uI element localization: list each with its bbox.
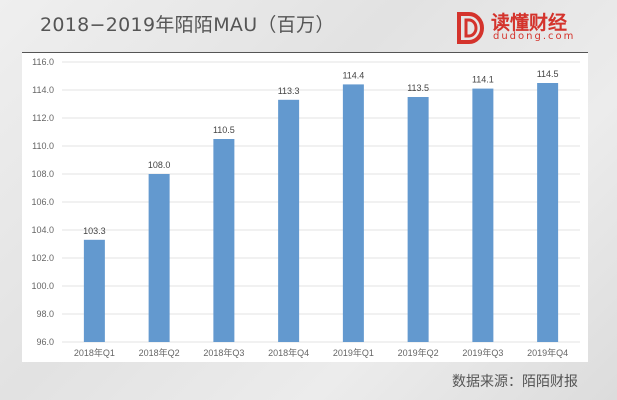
y-tick-label: 96.0 xyxy=(36,337,54,347)
y-tick-label: 108.0 xyxy=(31,169,54,179)
x-tick-label: 2018年Q2 xyxy=(139,347,180,358)
x-tick-label: 2019年Q3 xyxy=(462,347,503,358)
logo-url: dudong.com xyxy=(493,31,576,42)
bar-chart: 96.0 98.0 100.0 102.0 104.0 106.0 108.0 110.0 11… xyxy=(31,57,580,358)
data-label: 113.5 xyxy=(407,83,429,93)
y-tick-label: 100.0 xyxy=(31,281,54,291)
x-tick-label: 2019年Q4 xyxy=(527,347,568,358)
bar xyxy=(342,84,364,343)
y-tick-label: 104.0 xyxy=(31,225,54,235)
logo-name: 读懂财经 xyxy=(491,12,568,34)
data-label: 103.3 xyxy=(83,226,106,236)
data-label: 114.1 xyxy=(472,75,494,85)
bar xyxy=(407,97,429,342)
chart-panel: 96.0 98.0 100.0 102.0 104.0 106.0 108.0 110.0 11… xyxy=(22,52,588,362)
x-tick-label: 2018年Q1 xyxy=(74,347,115,358)
x-tick-label: 2018年Q3 xyxy=(203,347,244,358)
bar xyxy=(278,99,300,342)
bar xyxy=(83,239,105,342)
y-tick-label: 114.0 xyxy=(32,85,54,95)
data-label: 110.5 xyxy=(213,125,235,135)
bar xyxy=(213,139,235,342)
x-tick-label: 2018年Q4 xyxy=(268,347,309,358)
y-tick-label: 98.0 xyxy=(36,309,54,319)
x-tick-label: 2019年Q2 xyxy=(398,347,439,358)
y-tick-label: 110.0 xyxy=(32,141,54,151)
y-tick-label: 116.0 xyxy=(32,57,54,67)
data-label: 113.3 xyxy=(278,86,300,96)
y-tick-label: 106.0 xyxy=(31,197,54,207)
data-label: 114.5 xyxy=(537,69,559,79)
bar xyxy=(148,174,170,342)
logo-icon xyxy=(457,12,484,44)
page-title: 2018−2019年陌陌MAU（百万） xyxy=(40,14,335,36)
bar xyxy=(537,83,559,342)
bar xyxy=(472,88,494,342)
y-tick-label: 112.0 xyxy=(32,113,54,123)
data-label: 108.0 xyxy=(148,160,171,170)
y-tick-label: 102.0 xyxy=(31,253,54,263)
logo: 读懂财经 dudong.com xyxy=(455,10,595,46)
data-source: 数据来源：陌陌财报 xyxy=(452,374,578,390)
data-label: 114.4 xyxy=(342,70,364,80)
x-tick-label: 2019年Q1 xyxy=(333,347,374,358)
